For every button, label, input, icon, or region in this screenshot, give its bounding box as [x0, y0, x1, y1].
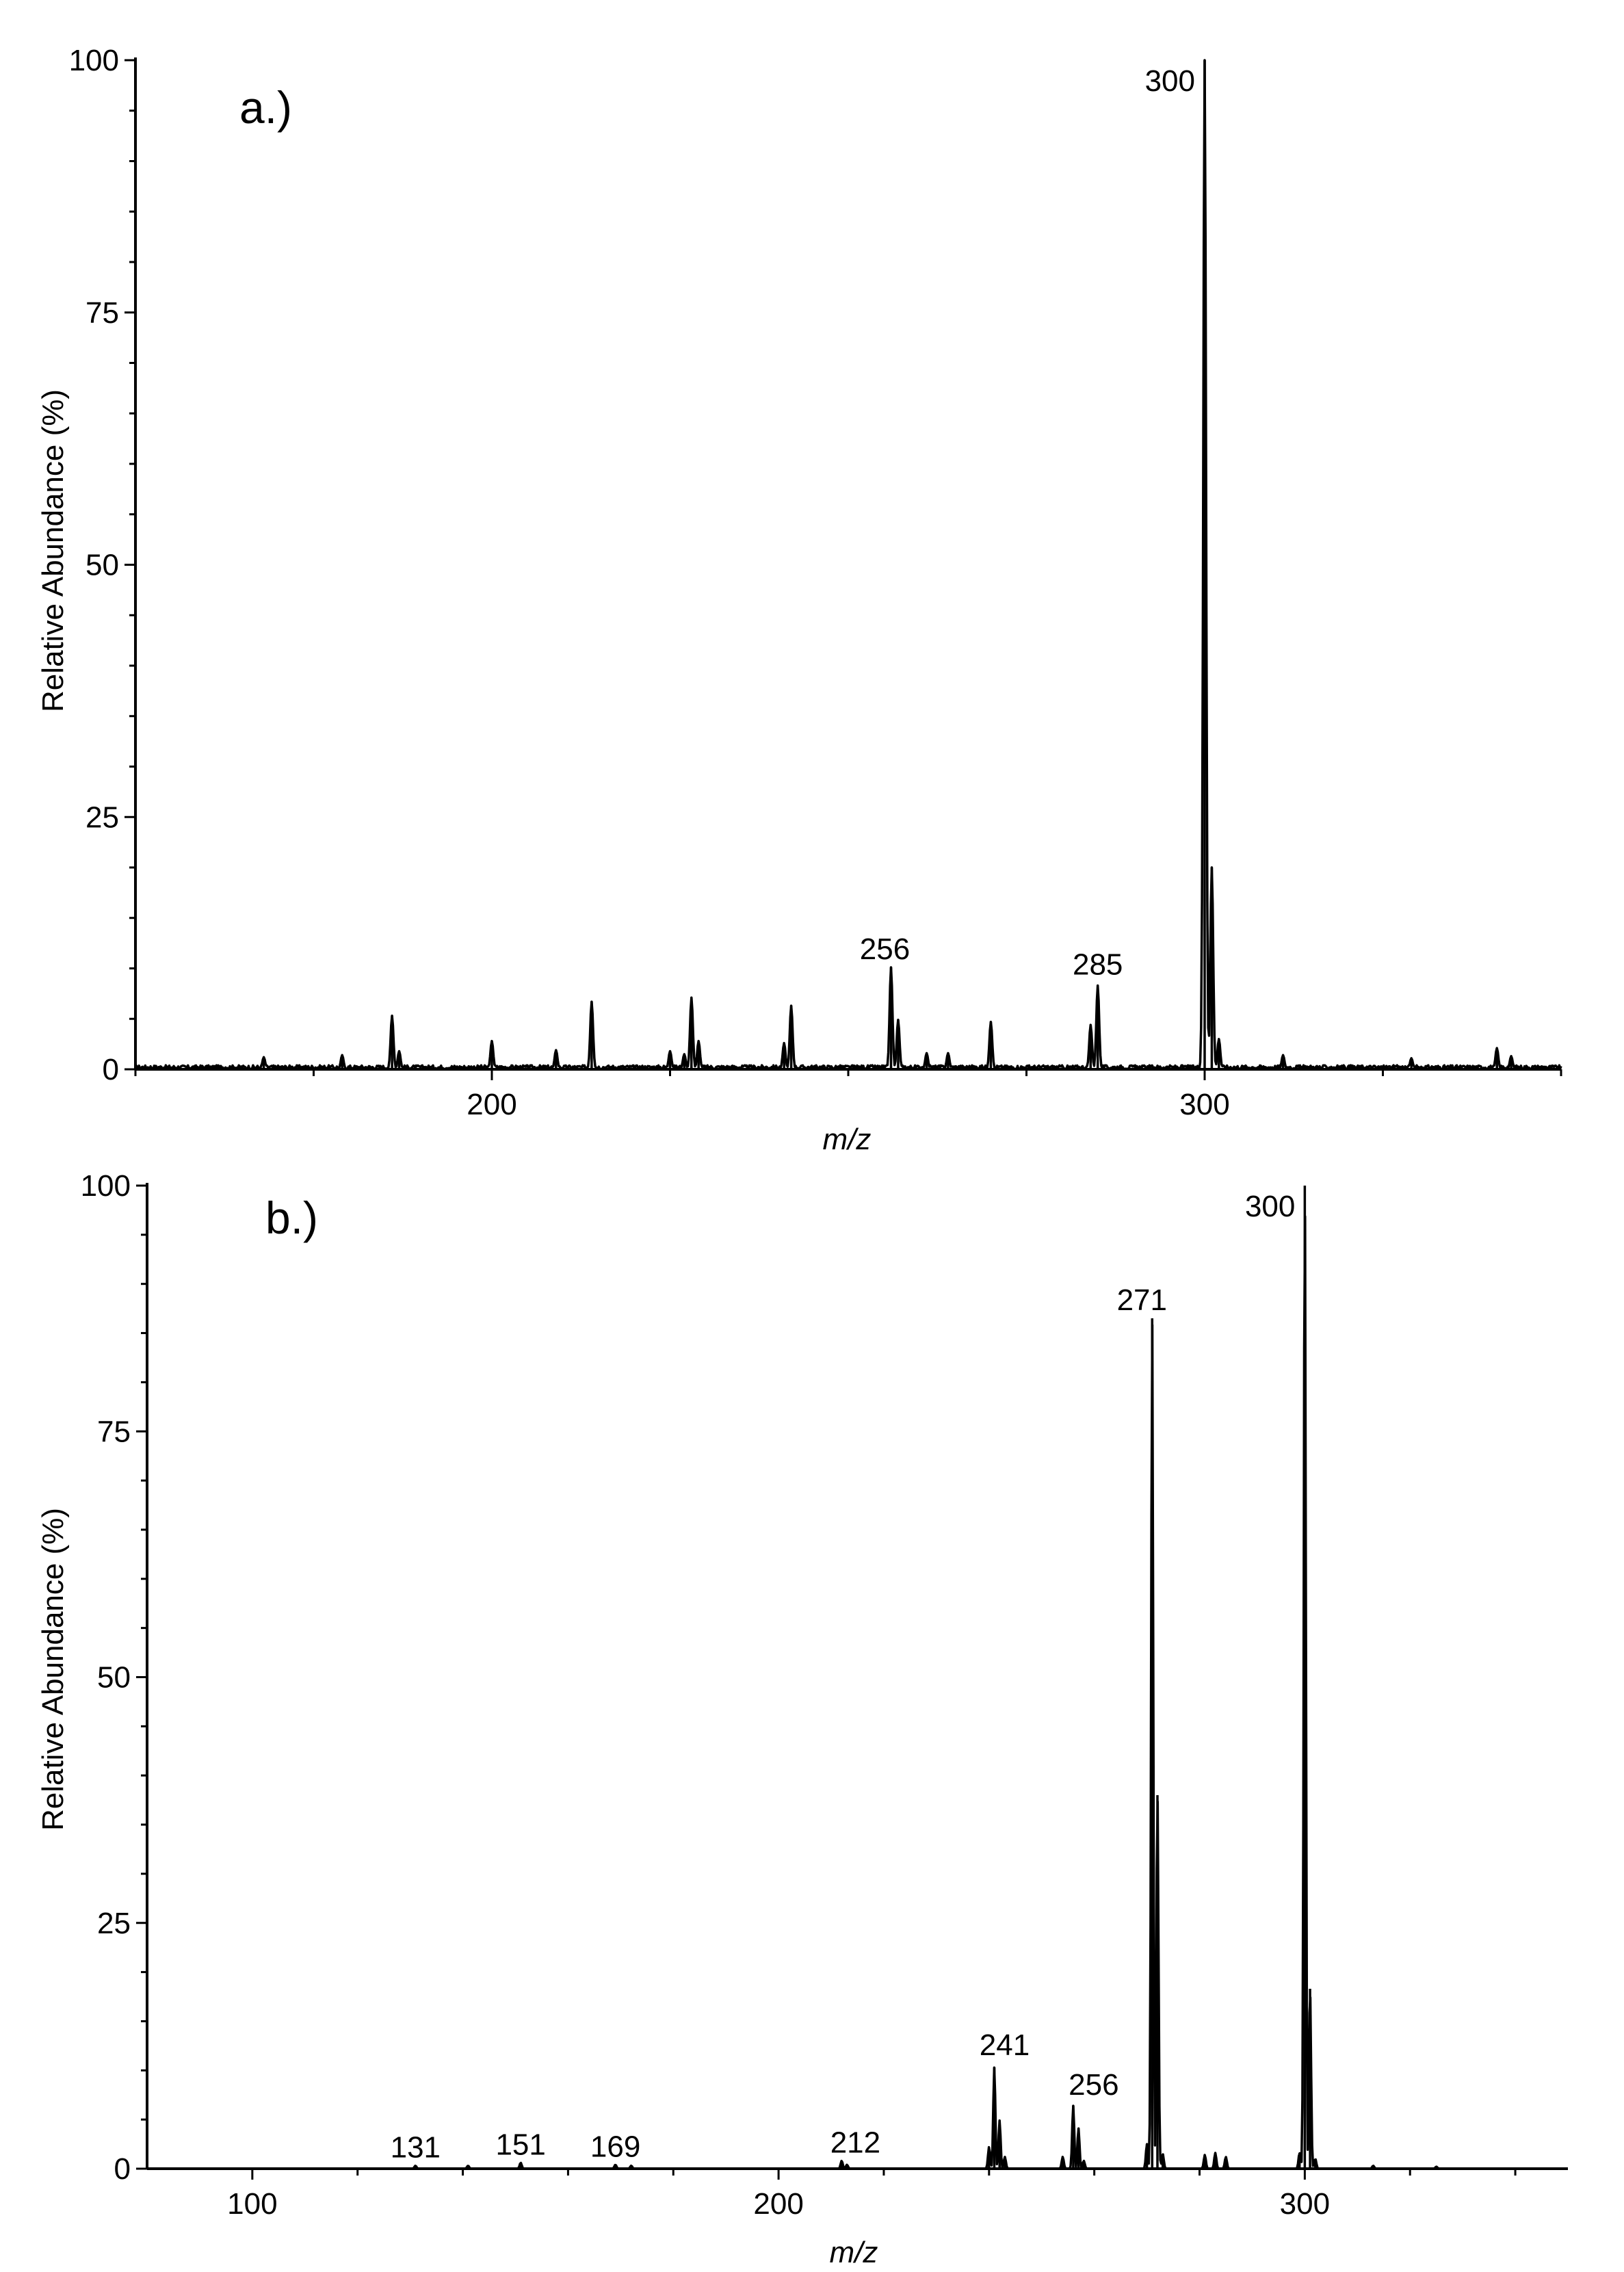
- y-tick-label: 50: [97, 1661, 131, 1695]
- y-tick-label: 75: [97, 1415, 131, 1448]
- peak-label: 300: [1245, 1190, 1295, 1223]
- x-tick-label: 300: [1280, 2187, 1330, 2221]
- spectrum-panel-a: a.) Relative Abundance (%) m/z 0 25 50 75 10…: [36, 44, 1562, 1156]
- x-tick-label: 200: [753, 2187, 803, 2221]
- x-axis-title: m/z: [830, 2236, 878, 2269]
- y-tick-label: 25: [97, 1907, 131, 1940]
- spectrum-trace: [146, 1215, 1569, 2170]
- peak-label: 271: [1117, 1283, 1167, 1317]
- peak-label: 131: [391, 2131, 441, 2165]
- peak-label: 256: [1069, 2068, 1118, 2102]
- panel-label: a.): [239, 82, 292, 133]
- y-tick-label: 25: [86, 800, 119, 834]
- y-axis-title: Relative Abundance (%): [36, 1508, 70, 1831]
- spectrum-trace: [135, 59, 1562, 1071]
- x-tick-label: 100: [227, 2187, 277, 2221]
- peak-label: 300: [1145, 64, 1195, 98]
- peak-label: 212: [830, 2126, 880, 2160]
- y-tick-label: 50: [86, 549, 119, 582]
- y-tick-label: 100: [69, 44, 119, 77]
- peak-label: 241: [980, 2028, 1030, 2062]
- peak-label: 285: [1073, 948, 1123, 982]
- y-tick-label: 0: [114, 2152, 131, 2186]
- peak-label: 151: [495, 2128, 545, 2161]
- x-axis-title: m/z: [823, 1123, 872, 1156]
- y-tick-label: 100: [81, 1169, 131, 1203]
- peak-label: 169: [590, 2130, 640, 2163]
- panel-label: b.): [265, 1192, 318, 1243]
- y-tick-label: 75: [86, 296, 119, 330]
- y-tick-label: 0: [103, 1053, 119, 1086]
- y-axis-title: Relative Abundance (%): [36, 389, 70, 712]
- spectrum-panel-b: b.) Relative Abundance (%) m/z 0 25 50 75 10…: [36, 1169, 1569, 2269]
- x-tick-label: 200: [467, 1088, 516, 1121]
- peak-label: 256: [860, 932, 910, 966]
- x-tick-label: 300: [1179, 1088, 1229, 1121]
